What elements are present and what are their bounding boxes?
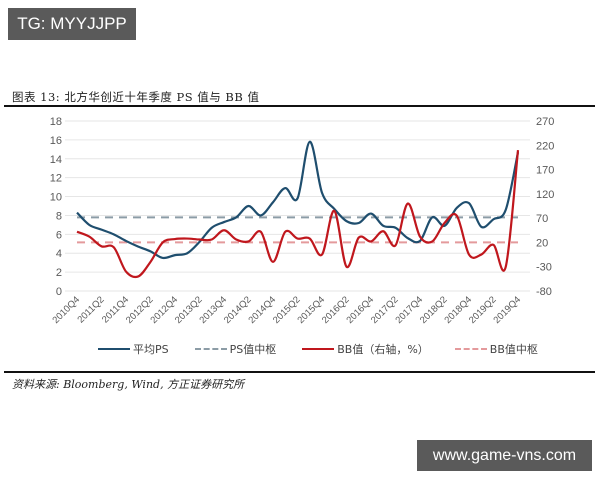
y2-tick-label: 220 (536, 140, 554, 152)
legend-swatch-icon (454, 348, 487, 350)
x-tick-label: 2019Q4 (491, 294, 523, 326)
y2-tick-label: 170 (536, 165, 554, 177)
y2-tick-label: 70 (536, 213, 548, 225)
chart-legend: 平均PS PS值中枢 BB值（右轴，%） BB值中枢 (98, 341, 564, 357)
y2-tick-label: 270 (536, 116, 554, 128)
legend-swatch-icon (302, 348, 335, 350)
y-tick-label: 8 (56, 210, 62, 222)
y2-tick-label: -80 (536, 286, 552, 298)
source-note: 资料来源: Bloomberg, Wind, 方正证券研究所 (12, 378, 245, 391)
y2-tick-label: 20 (536, 237, 548, 249)
y2-tick-label: 120 (536, 189, 554, 201)
legend-item: PS值中枢 (194, 341, 277, 357)
legend-item: 平均PS (98, 341, 169, 357)
y-tick-label: 2 (56, 267, 62, 279)
legend-swatch-icon (194, 348, 227, 350)
source-rule (4, 371, 595, 373)
x-tick-label: 2010Q4 (50, 294, 82, 326)
header-tag: TG: MYYJJPP (8, 8, 136, 40)
y-tick-label: 10 (50, 192, 62, 204)
legend-label: PS值中枢 (229, 343, 277, 356)
y-tick-label: 16 (50, 135, 62, 147)
y2-tick-label: -30 (536, 262, 552, 274)
figure-title: 图表 13: 北方华创近十年季度 PS 值与 BB 值 (12, 90, 260, 104)
legend-label: BB值（右轴，%） (337, 343, 429, 356)
legend-swatch-icon (98, 348, 130, 350)
legend-label: BB值中枢 (489, 343, 538, 356)
y-tick-label: 6 (56, 229, 62, 241)
y-tick-label: 12 (50, 173, 62, 185)
chart-area: 0 2 4 6 8 10 12 14 16 18 -80 -30 20 70 120 170 220 270 201… (50, 116, 555, 326)
y-tick-label: 18 (50, 116, 62, 128)
y-tick-label: 0 (56, 286, 62, 298)
legend-label: 平均PS (133, 343, 169, 356)
title-rule (4, 105, 595, 107)
legend-item: BB值（右轴，%） (302, 341, 429, 357)
y-tick-label: 14 (50, 154, 62, 166)
bb-line (76, 150, 520, 279)
watermark-badge: www.game-vns.com (417, 440, 592, 471)
legend-item: BB值中枢 (454, 341, 538, 357)
y-tick-label: 4 (56, 248, 62, 260)
ps-line (76, 140, 520, 260)
